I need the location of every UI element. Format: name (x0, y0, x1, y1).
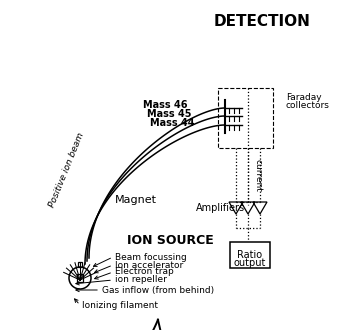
Bar (78, 262, 82, 267)
Text: ION SOURCE: ION SOURCE (127, 234, 213, 247)
Text: collectors: collectors (286, 101, 330, 110)
Text: Magnet: Magnet (115, 195, 157, 205)
Text: current: current (254, 158, 263, 191)
Bar (230, 242, 270, 268)
Bar (218, 88, 273, 148)
Text: Mass 45: Mass 45 (147, 109, 192, 119)
Text: Ion accelerator: Ion accelerator (115, 260, 183, 270)
Text: Ratio: Ratio (237, 250, 263, 260)
Text: DETECTION: DETECTION (214, 14, 310, 29)
Text: Beam focussing: Beam focussing (115, 252, 187, 261)
Text: Faraday: Faraday (286, 93, 322, 102)
Text: output: output (234, 258, 266, 268)
Text: Amplifiers: Amplifiers (196, 203, 245, 213)
Text: Mass 44: Mass 44 (150, 118, 194, 128)
Text: ion repeller: ion repeller (115, 276, 167, 284)
Text: Ionizing filament: Ionizing filament (82, 301, 158, 310)
Text: Positive ion beam: Positive ion beam (48, 131, 86, 209)
Text: Gas inflow (from behind): Gas inflow (from behind) (102, 285, 214, 294)
Text: Electron trap: Electron trap (115, 268, 174, 277)
Bar (77, 274, 83, 282)
Text: Mass 46: Mass 46 (143, 100, 188, 110)
